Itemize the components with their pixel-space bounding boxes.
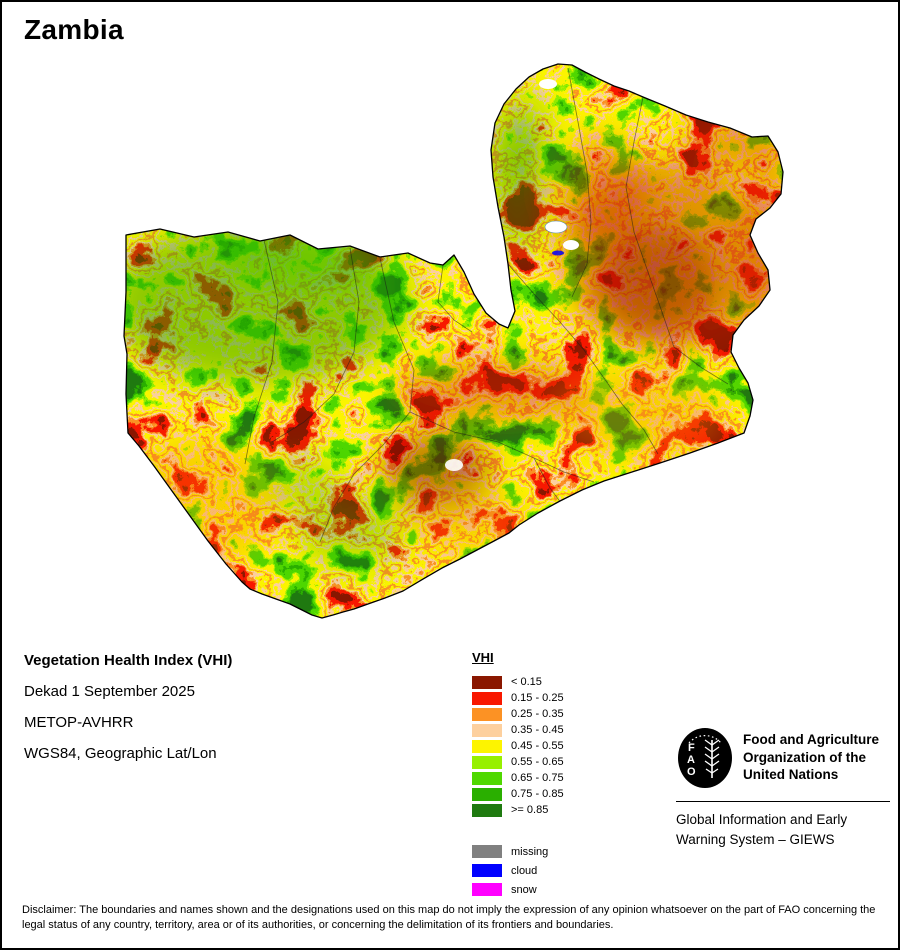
legend-extra-label: missing <box>511 845 549 858</box>
legend-row: cloud <box>472 861 564 880</box>
legend-color-swatch <box>472 864 502 877</box>
map-info-block: Vegetation Health Index (VHI) Dekad 1 Se… <box>24 652 232 762</box>
fao-logo: F A O <box>678 728 732 788</box>
legend-color-swatch <box>472 707 502 721</box>
vhi-raster-layer <box>124 64 783 618</box>
legend-row: 0.55 - 0.65 <box>472 754 564 770</box>
legend-row: 0.25 - 0.35 <box>472 706 564 722</box>
svg-text:O: O <box>687 766 696 778</box>
legend: VHI < 0.15 0.15 - 0.25 0.25 - 0.35 <box>472 650 564 899</box>
disclaimer-text: Disclaimer: The boundaries and names sho… <box>22 904 876 931</box>
province-boundaries <box>244 67 729 543</box>
map-info-dekad: Dekad 1 September 2025 <box>24 683 195 700</box>
page-title: Zambia <box>24 14 124 45</box>
legend-row: 0.65 - 0.75 <box>472 770 564 786</box>
legend-color-swatch <box>472 691 502 705</box>
legend-extras: missing cloud snow <box>472 842 564 899</box>
legend-class-label: 0.65 - 0.75 <box>511 772 564 784</box>
legend-row: 0.35 - 0.45 <box>472 722 564 738</box>
cloud-water-patches <box>445 79 579 471</box>
legend-color-swatch <box>472 771 502 785</box>
svg-text:A: A <box>687 754 695 766</box>
legend-color-swatch <box>472 803 502 817</box>
legend-classes: < 0.15 0.15 - 0.25 0.25 - 0.35 0.35 - 0.… <box>472 674 564 818</box>
legend-class-label: 0.55 - 0.65 <box>511 756 564 768</box>
legend-class-label: >= 0.85 <box>511 804 549 816</box>
map-info-heading: Vegetation Health Index (VHI) <box>24 652 233 669</box>
legend-color-swatch <box>472 723 502 737</box>
svg-text:F: F <box>688 742 695 754</box>
legend-class-label: 0.15 - 0.25 <box>511 692 564 704</box>
legend-color-swatch <box>472 675 502 689</box>
map-info-sensor: METOP-AVHRR <box>24 714 134 731</box>
legend-row: 0.75 - 0.85 <box>472 786 564 802</box>
giews-label: Global Information and Early Warning Sys… <box>676 812 848 847</box>
legend-row: 0.15 - 0.25 <box>472 690 564 706</box>
fao-block: F A O Food and Agriculture Organization … <box>676 726 890 850</box>
legend-class-label: 0.75 - 0.85 <box>511 788 564 800</box>
legend-class-label: < 0.15 <box>511 676 542 688</box>
legend-color-swatch <box>472 755 502 769</box>
fao-header: F A O Food and Agriculture Organization … <box>676 726 890 790</box>
country-outline <box>123 63 784 619</box>
legend-color-swatch <box>472 787 502 801</box>
legend-class-label: 0.45 - 0.55 <box>511 740 564 752</box>
legend-row: missing <box>472 842 564 861</box>
legend-extra-label: cloud <box>511 864 538 877</box>
legend-class-label: 0.25 - 0.35 <box>511 708 564 720</box>
legend-row: 0.45 - 0.55 <box>472 738 564 754</box>
legend-color-swatch <box>472 883 502 896</box>
fao-organization-name: Food and Agriculture Organization of the… <box>743 732 879 782</box>
legend-row: >= 0.85 <box>472 802 564 818</box>
legend-title: VHI <box>472 650 494 665</box>
legend-color-swatch <box>472 739 502 753</box>
legend-class-label: 0.35 - 0.45 <box>511 724 564 736</box>
map-info-projection: WGS84, Geographic Lat/Lon <box>24 745 217 762</box>
legend-row: < 0.15 <box>472 674 564 690</box>
legend-row: snow <box>472 880 564 899</box>
legend-color-swatch <box>472 845 502 858</box>
divider-line <box>676 801 890 802</box>
legend-extra-label: snow <box>511 883 537 896</box>
